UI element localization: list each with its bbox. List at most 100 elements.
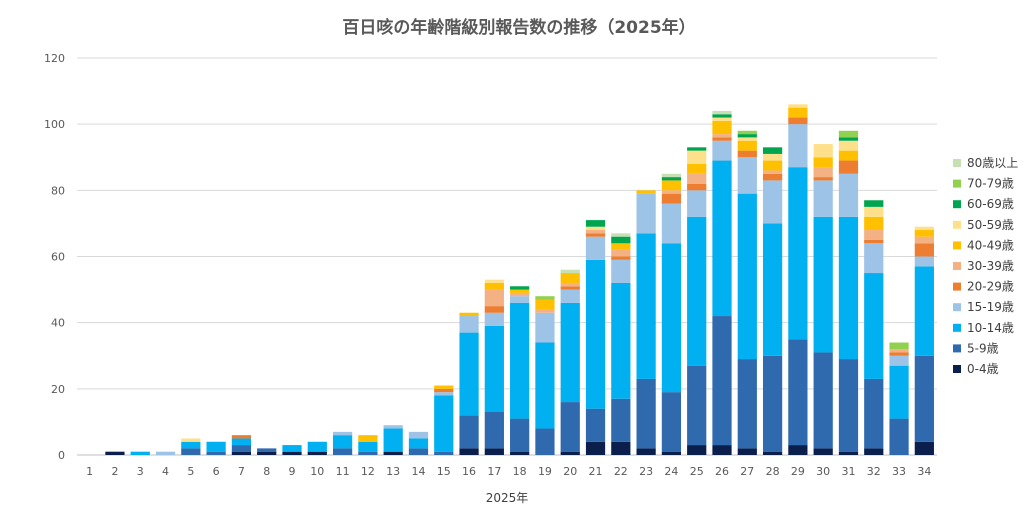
bar-segment <box>712 110 732 115</box>
bar-segment <box>838 137 859 141</box>
y-tick-label: 0 <box>58 449 65 462</box>
bar-segment <box>737 130 757 135</box>
x-tick-label: 21 <box>589 465 603 478</box>
x-tick-label: 23 <box>639 465 653 478</box>
bar-segment <box>864 206 884 217</box>
x-tick-label: 7 <box>238 465 245 478</box>
legend-swatch <box>953 200 961 209</box>
bar-segment <box>130 451 150 455</box>
bar-segment <box>838 216 859 360</box>
bar-segment <box>636 378 656 449</box>
chart-title: 百日咳の年齢階級別報告数の推移（2025年） <box>342 17 695 38</box>
bar-segment <box>914 355 934 442</box>
bar-segment <box>838 173 859 217</box>
bar-segment <box>687 173 707 184</box>
bar-segment <box>535 428 555 455</box>
bar-segment <box>181 448 201 455</box>
bar-segment <box>358 435 378 442</box>
bar-segment <box>813 157 833 168</box>
bar-segment <box>687 183 707 191</box>
x-tick-label: 17 <box>487 465 501 478</box>
x-tick-label: 6 <box>213 465 220 478</box>
legend-swatch <box>953 241 961 250</box>
bar-segment <box>484 312 504 326</box>
bar-segment <box>762 180 783 224</box>
legend-swatch <box>953 220 961 229</box>
legend-swatch <box>953 344 961 353</box>
bar-segment <box>661 193 682 204</box>
bar-segment <box>636 448 656 455</box>
legend-swatch <box>953 323 961 332</box>
bar-segment <box>788 104 808 108</box>
legend-swatch <box>953 282 961 291</box>
bar-segment <box>737 137 757 141</box>
bar-segment <box>838 451 859 455</box>
bar-segment <box>510 418 530 452</box>
bar-segment <box>661 180 682 191</box>
bar-segment <box>762 223 783 356</box>
x-tick-label: 26 <box>715 465 729 478</box>
bar-segment <box>838 150 859 161</box>
bar-segment <box>231 438 252 446</box>
bar-segment <box>408 431 429 439</box>
bar-segment <box>434 395 454 452</box>
bar-segment <box>560 269 580 274</box>
bar-segment <box>687 150 707 164</box>
bar-segment <box>611 398 631 442</box>
y-tick-label: 120 <box>44 52 65 65</box>
bar-segment <box>661 392 682 452</box>
bar-segment <box>737 150 757 158</box>
bar-segment <box>611 259 631 283</box>
bar-segment <box>864 448 884 455</box>
bar-segment <box>459 316 479 333</box>
bar-segment <box>788 339 808 446</box>
x-tick-label: 32 <box>867 465 881 478</box>
legend-label: 40-49歳 <box>967 238 1014 252</box>
bar-segment <box>712 114 732 118</box>
bar-segment <box>484 279 504 283</box>
x-tick-label: 16 <box>462 465 476 478</box>
bar-segment <box>459 312 479 317</box>
legend-label: 60-69歳 <box>967 197 1014 211</box>
bar-segment <box>813 352 833 449</box>
x-axis-label: 2025年 <box>486 491 529 505</box>
bar-segment <box>585 259 606 409</box>
bar-segment <box>611 236 631 244</box>
bar-segment <box>914 230 934 237</box>
bar-segment <box>636 193 656 234</box>
bar-segment <box>484 289 504 307</box>
bar-segment <box>889 349 909 353</box>
bar-segment <box>560 286 580 290</box>
x-tick-label: 5 <box>187 465 194 478</box>
bar-segment <box>408 448 429 455</box>
gridlines <box>77 57 937 456</box>
bar-segment <box>712 137 732 141</box>
bar-segment <box>914 256 934 267</box>
bar-segment <box>459 448 479 455</box>
bar-segment <box>155 451 176 455</box>
y-tick-labels: 0 20 40 60 80 100 120 <box>44 52 65 462</box>
x-tick-label: 27 <box>740 465 754 478</box>
legend-swatch <box>953 159 961 167</box>
bar-segment <box>788 107 808 118</box>
bar-segment <box>459 415 479 449</box>
bar-segment <box>383 451 403 455</box>
bar-segment <box>636 233 656 379</box>
bar-segment <box>585 236 606 260</box>
bar-segment <box>914 226 934 231</box>
bar-segment <box>535 309 555 313</box>
bar-segment <box>813 177 833 181</box>
bar-segment <box>687 190 707 217</box>
bar-segment <box>661 173 682 178</box>
x-tick-label: 33 <box>892 465 906 478</box>
legend: 80歳以上 70-79歳 60-69歳 50-59歳 40-49歳 30-39歳 20-29… <box>953 156 1018 376</box>
bar-segment <box>864 273 884 379</box>
bar-segment <box>661 190 682 194</box>
bar-segment <box>282 445 302 452</box>
bar-segment <box>383 428 403 452</box>
bar-segment <box>661 177 682 181</box>
bar-segment <box>510 289 530 293</box>
bar-segment <box>712 120 732 135</box>
bar-segment <box>712 160 732 317</box>
